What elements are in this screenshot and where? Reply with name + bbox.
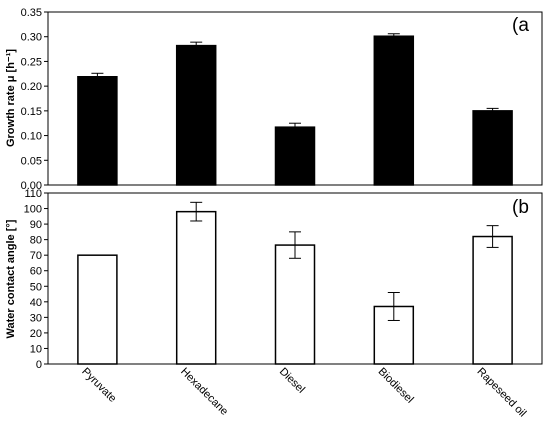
panel-a-y-tick-label-0: 0.00	[21, 180, 42, 192]
panel-b-y-tick-label-7: 70	[30, 250, 42, 262]
panel-b-bar-0	[77, 254, 118, 365]
panel-a-bar-4	[472, 110, 513, 186]
panel-b-y-tick-label-1: 10	[30, 343, 42, 355]
panel-a-y-tick-label-2: 0.10	[21, 131, 42, 143]
panel-a-bar-3	[373, 35, 415, 186]
category-label-0: Pyruvate	[79, 366, 118, 405]
panel-b-y-tick-label-9: 90	[30, 219, 42, 231]
panel-a-bar-0	[77, 76, 118, 186]
panel-a-y-tick-label-1: 0.05	[21, 155, 42, 167]
panel-b-bars	[77, 201, 513, 365]
panel-a-y-tick-label-5: 0.25	[21, 56, 42, 68]
panel-b-bar-3	[373, 305, 415, 365]
panel-a-bars	[77, 33, 513, 186]
panel-b: 0 10 20 30 40 50 60 70 80 90 100 110 (b Water conta…	[5, 188, 543, 371]
category-labels: Pyruvate Hexadecane Diesel Biodiesel Rapesee…	[79, 366, 528, 420]
panel-b-y-tick-label-6: 60	[30, 266, 42, 278]
panel-b-y-axis-label: Water contact angle [°]	[5, 219, 17, 338]
panel-a-label: (a	[512, 15, 529, 36]
panel-b-y-tick-label-2: 20	[30, 328, 42, 340]
panel-a: 0.00 0.05 0.10 0.15 0.20 0.25 0.30 0.35 (a Grow…	[5, 7, 543, 192]
category-label-1: Hexadecane	[178, 366, 230, 418]
panel-a-y-tick-label-6: 0.30	[21, 32, 42, 44]
panel-a-y-tick-label-4: 0.20	[21, 81, 42, 93]
panel-b-y-tick-label-5: 50	[30, 281, 42, 293]
panel-b-bar-4	[472, 235, 513, 365]
panel-a-bar-1	[175, 44, 217, 186]
panel-b-y-tick-label-8: 80	[30, 235, 42, 247]
panel-b-label: (b	[512, 197, 529, 218]
panel-b-y-tick-label-4: 40	[30, 297, 42, 309]
panel-b-bar-1	[175, 210, 217, 365]
panel-a-bar-2	[274, 126, 316, 186]
panel-b-y-tick-label-11: 110	[24, 188, 42, 200]
category-label-4: Rapeseed oil	[474, 366, 528, 420]
panel-a-y-axis-label: Growth rate μ [h⁻¹]	[5, 49, 17, 147]
panel-b-y-ticks: 0 10 20 30 40 50 60 70 80 90 100 110	[24, 188, 48, 371]
panel-b-bar-2	[274, 244, 316, 365]
category-label-3: Biodiesel	[376, 366, 416, 406]
panel-b-y-tick-label-10: 100	[24, 204, 42, 216]
panel-a-y-tick-label-7: 0.35	[21, 7, 42, 19]
panel-a-y-ticks: 0.00 0.05 0.10 0.15 0.20 0.25 0.30 0.35	[21, 7, 48, 192]
panel-b-y-tick-label-0: 0	[36, 359, 42, 371]
category-label-2: Diesel	[277, 366, 307, 396]
panel-b-y-tick-label-3: 30	[30, 312, 42, 324]
panel-a-y-tick-label-3: 0.15	[21, 106, 42, 118]
